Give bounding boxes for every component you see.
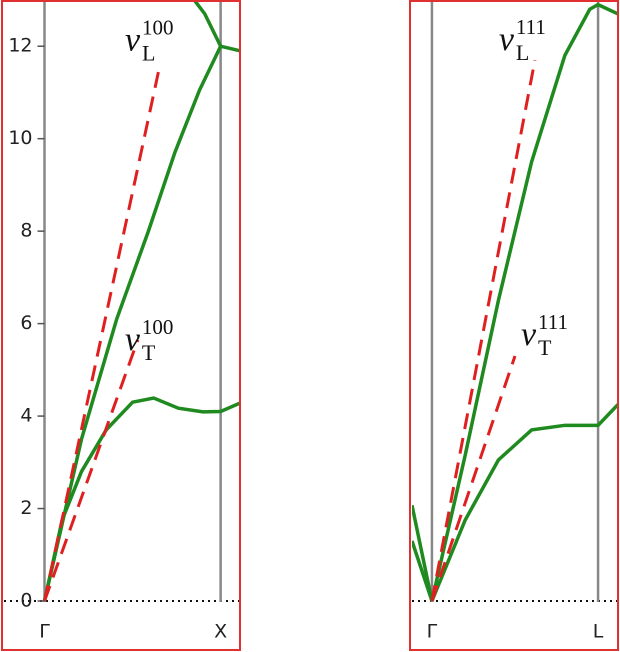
- x-tick-label: Γ: [39, 621, 50, 643]
- y-tick-label: 0: [20, 590, 32, 612]
- label-symbol: v: [125, 321, 141, 358]
- panel-frame: [1, 0, 241, 651]
- dashed-line: [430, 355, 517, 602]
- y-tick-label: 6: [20, 312, 32, 334]
- label-sub: T: [142, 340, 156, 365]
- x-tick-label: X: [214, 621, 227, 643]
- panel: [412, 2, 618, 602]
- panel-frame: [409, 0, 619, 651]
- label-symbol: v: [499, 21, 515, 58]
- dispersion-curve: [42, 396, 240, 602]
- y-tick-label: 10: [8, 127, 32, 149]
- y-tick-label: 12: [8, 35, 32, 57]
- label-sup: 111: [538, 310, 568, 334]
- dispersion-curve: [412, 540, 434, 602]
- dispersion-curve: [42, 44, 240, 602]
- dispersion-curve: [193, 2, 223, 48]
- label-sup: 100: [142, 15, 174, 39]
- label-symbol: v: [521, 316, 537, 353]
- x-tick-label: L: [593, 621, 604, 643]
- dashed-line: [43, 339, 140, 602]
- dispersion-curve: [430, 2, 618, 602]
- y-tick-label: 2: [20, 497, 32, 519]
- dispersion-curve: [412, 504, 434, 602]
- label-symbol: v: [125, 21, 141, 58]
- x-tick-label: Γ: [427, 621, 438, 643]
- label-sub: L: [142, 40, 155, 65]
- y-tick-label: 8: [20, 220, 32, 242]
- label-sub: L: [516, 40, 529, 65]
- panel: [4, 2, 240, 602]
- dashed-line: [430, 59, 537, 602]
- dispersion-curve: [430, 403, 618, 602]
- label-sub: T: [538, 335, 552, 360]
- label-sup: 100: [142, 315, 174, 339]
- dashed-line: [43, 69, 161, 602]
- label-sup: 111: [516, 15, 546, 39]
- y-tick-label: 4: [20, 405, 32, 427]
